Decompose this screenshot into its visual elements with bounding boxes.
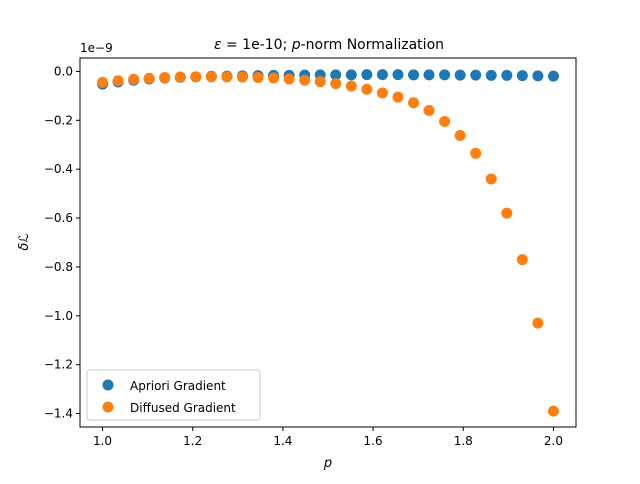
- x-tick-label: 2.0: [544, 434, 563, 448]
- chart-title: ε = 1e-10; p-norm Normalization: [214, 37, 444, 53]
- point-diffused: [330, 78, 342, 90]
- y-tick-label: −1.2: [44, 358, 73, 372]
- point-diffused: [423, 105, 435, 117]
- title-epsilon: ε: [214, 37, 222, 53]
- point-apriori: [392, 69, 404, 81]
- point-diffused: [532, 317, 544, 329]
- point-diffused: [128, 73, 140, 85]
- y-tick-label: −0.8: [44, 260, 73, 274]
- point-diffused: [314, 76, 326, 88]
- point-apriori: [532, 70, 544, 82]
- point-apriori: [516, 70, 528, 82]
- point-diffused: [376, 87, 388, 99]
- point-diffused: [361, 83, 373, 95]
- legend: Apriori Gradient Diffused Gradient: [86, 369, 261, 421]
- point-apriori: [501, 69, 513, 81]
- plot-frame: [79, 57, 577, 428]
- x-axis-label: p: [323, 456, 332, 471]
- point-apriori: [408, 69, 420, 81]
- point-apriori: [361, 69, 373, 81]
- legend-label-diffused: Diffused Gradient: [130, 401, 236, 415]
- point-diffused: [159, 72, 171, 84]
- x-tick-label: 1.8: [454, 434, 473, 448]
- x-tick-label: 1.4: [273, 434, 292, 448]
- point-diffused: [283, 73, 295, 85]
- point-diffused: [221, 71, 233, 83]
- title-equals: = 1e-10;: [222, 37, 292, 53]
- y-tick-label: −0.4: [44, 162, 73, 176]
- x-tick-label: 1.2: [183, 434, 202, 448]
- x-tick-label: 1.0: [93, 434, 112, 448]
- point-diffused: [547, 405, 559, 417]
- legend-marker-diffused: [102, 401, 114, 413]
- point-diffused: [485, 173, 497, 185]
- point-diffused: [112, 75, 124, 87]
- y-axis-label: δℒ: [17, 233, 32, 250]
- point-apriori: [345, 69, 357, 81]
- x-tick-label: 1.6: [364, 434, 383, 448]
- point-diffused: [299, 74, 311, 86]
- y-axis-multiplier: 1e−9: [80, 41, 113, 55]
- point-diffused: [174, 71, 186, 83]
- point-diffused: [454, 129, 466, 141]
- point-apriori: [330, 69, 342, 81]
- point-diffused: [470, 147, 482, 159]
- legend-frame: [86, 369, 261, 421]
- y-tick-label: −0.2: [44, 113, 73, 127]
- title-suffix: -norm Normalization: [301, 37, 444, 53]
- title-p: p: [291, 37, 301, 53]
- legend-label-apriori: Apriori Gradient: [130, 379, 226, 393]
- point-apriori: [470, 69, 482, 81]
- point-diffused: [190, 71, 202, 83]
- y-tick-label: −0.6: [44, 211, 73, 225]
- y-axis-ticks: 0.0 −0.2 −0.4 −0.6 −0.8 −1.0 −1.2 −1.4: [44, 64, 80, 421]
- point-apriori: [376, 69, 388, 81]
- point-diffused: [268, 72, 280, 84]
- y-tick-label: −1.4: [44, 407, 73, 421]
- y-tick-label: −1.0: [44, 309, 73, 323]
- point-diffused: [236, 71, 248, 83]
- data-points: [97, 69, 559, 417]
- point-apriori: [454, 69, 466, 81]
- point-diffused: [345, 80, 357, 92]
- point-apriori: [485, 69, 497, 81]
- point-diffused: [205, 71, 217, 83]
- point-apriori: [439, 69, 451, 81]
- point-diffused: [439, 116, 451, 128]
- y-tick-label: 0.0: [54, 64, 73, 78]
- point-diffused: [408, 97, 420, 109]
- point-diffused: [392, 91, 404, 103]
- point-diffused: [501, 207, 513, 219]
- legend-marker-apriori: [102, 379, 114, 391]
- point-diffused: [516, 254, 528, 266]
- point-apriori: [423, 69, 435, 81]
- point-apriori: [547, 70, 559, 82]
- point-diffused: [252, 72, 264, 84]
- point-diffused: [97, 76, 109, 88]
- x-axis-ticks: 1.0 1.2 1.4 1.6 1.8 2.0: [93, 427, 563, 448]
- point-diffused: [143, 72, 155, 84]
